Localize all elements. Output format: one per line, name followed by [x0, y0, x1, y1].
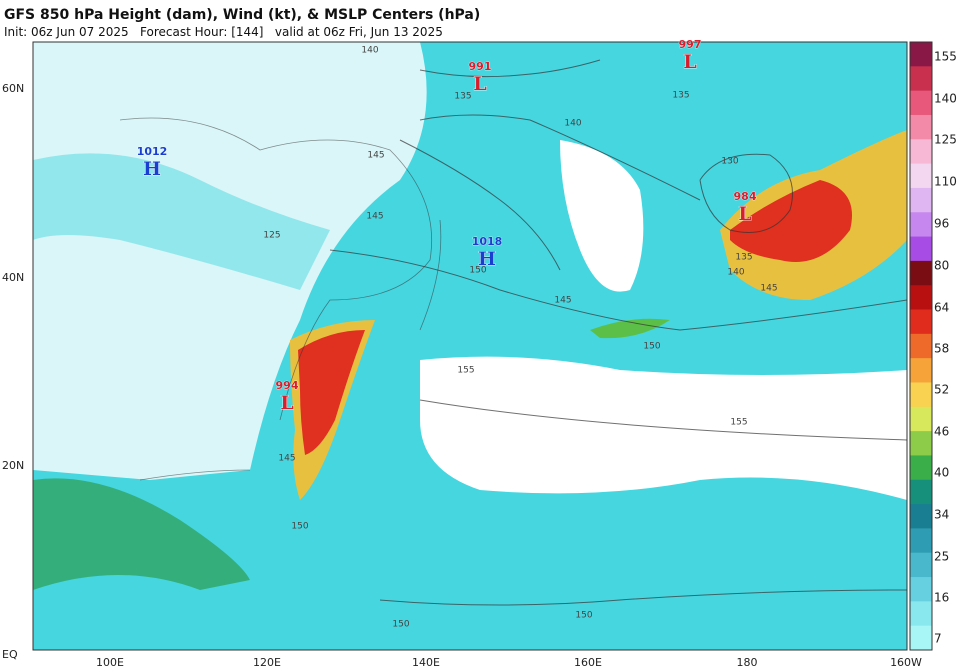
center-letter: L — [683, 51, 696, 73]
contour-label: 130 — [721, 157, 738, 167]
colorbar-segment — [910, 285, 932, 311]
center-value: 991 — [469, 60, 492, 73]
colorbar-label: 34 — [934, 508, 949, 522]
contour-label: 145 — [554, 296, 571, 306]
colorbar-label: 7 — [934, 632, 942, 646]
lon-label: 120E — [253, 656, 281, 669]
contour-label: 150 — [469, 266, 486, 276]
contour-label: 145 — [278, 454, 295, 464]
colorbar-label: 140 — [934, 92, 957, 106]
colorbar-label: 46 — [934, 425, 949, 439]
lon-label: 160E — [574, 656, 602, 669]
contour-label: 140 — [727, 268, 744, 278]
lat-label: EQ — [2, 648, 18, 661]
center-value: 1018 — [472, 235, 503, 248]
contour-label: 150 — [643, 342, 660, 352]
calm-area — [420, 356, 907, 500]
calm-area — [560, 140, 644, 292]
center-letter: H — [143, 158, 161, 180]
colorbar-segment — [910, 212, 932, 238]
contour-label: 155 — [730, 418, 747, 428]
colorbar-label: 40 — [934, 466, 949, 480]
contour-label: 150 — [575, 611, 592, 621]
colorbar-label: 110 — [934, 175, 957, 189]
colorbar-segment — [910, 431, 932, 456]
contour-label: 135 — [454, 92, 471, 102]
center-letter: L — [473, 73, 486, 95]
center-letter: H — [478, 248, 496, 270]
colorbar-segment — [910, 42, 932, 67]
contour-label: 135 — [735, 253, 752, 263]
contour-label: 140 — [564, 119, 581, 129]
contour-label: 145 — [366, 212, 383, 222]
colorbar-segment — [910, 333, 932, 359]
contour-label: 135 — [672, 91, 689, 101]
colorbar-segment — [910, 479, 932, 505]
colorbar-segment — [910, 139, 932, 165]
colorbar-segment — [910, 455, 932, 481]
wind-field — [298, 330, 365, 455]
contour-label: 145 — [367, 151, 384, 161]
center-value: 997 — [679, 38, 702, 51]
map — [32, 41, 908, 651]
center-letter: L — [280, 392, 293, 414]
wind-field — [730, 180, 852, 262]
colorbar-segment — [910, 552, 932, 578]
colorbar-segment — [910, 625, 932, 651]
wind-field — [33, 478, 250, 590]
contour-label: 150 — [392, 620, 409, 630]
colorbar-segment — [910, 66, 932, 92]
colorbar-segment — [910, 528, 932, 554]
height-contour — [329, 59, 907, 606]
subtitle: Init: 06z Jun 07 2025 Forecast Hour: [14… — [4, 25, 443, 39]
coastline — [119, 117, 442, 481]
colorbar-segment — [910, 358, 932, 383]
colorbar-label: 125 — [934, 133, 957, 147]
contour-label: 140 — [361, 46, 378, 56]
colorbar: 155 140 125 110 96 80 64 58 52 46 40 34 25 16 7 — [909, 41, 957, 651]
map-frame — [32, 41, 908, 651]
colorbar-segment — [910, 114, 932, 140]
colorbar-segment — [910, 90, 932, 116]
center-value: 994 — [276, 379, 299, 392]
center-letter: L — [738, 203, 751, 225]
colorbar-segment — [910, 260, 932, 286]
contour-label: 125 — [263, 231, 280, 241]
wind-field — [590, 318, 670, 339]
lon-label: 140E — [412, 656, 440, 669]
colorbar-segment — [910, 382, 932, 408]
colorbar-segment — [910, 187, 932, 213]
colorbar-segment — [910, 601, 932, 627]
colorbar-label: 25 — [934, 550, 949, 564]
contour-label: 150 — [291, 522, 308, 532]
colorbar-label: 155 — [934, 50, 957, 64]
colorbar-segment — [910, 577, 932, 602]
lon-label: 160W — [890, 656, 922, 669]
center-value: 1012 — [137, 145, 168, 158]
title: GFS 850 hPa Height (dam), Wind (kt), & M… — [4, 7, 480, 23]
lon-label: 180 — [737, 656, 758, 669]
colorbar-label: 96 — [934, 217, 949, 231]
colorbar-segment — [910, 309, 932, 335]
colorbar-label: 64 — [934, 301, 949, 315]
contour-label: 155 — [457, 366, 474, 376]
colorbar-segment — [910, 504, 932, 529]
wind-field — [33, 153, 330, 290]
colorbar-segment — [910, 236, 932, 262]
colorbar-label: 58 — [934, 342, 949, 356]
lat-label: 40N — [2, 271, 24, 284]
lon-label: 100E — [96, 656, 124, 669]
colorbar-label: 16 — [934, 591, 949, 605]
colorbar-label: 52 — [934, 383, 949, 397]
colorbar-segment — [910, 163, 932, 189]
lat-label: 20N — [2, 459, 24, 472]
colorbar-segment — [910, 406, 932, 432]
colorbar-frame — [909, 41, 933, 651]
colorbar-label: 80 — [934, 259, 949, 273]
center-value: 984 — [734, 190, 757, 203]
lat-label: 60N — [2, 82, 24, 95]
contour-label: 145 — [760, 284, 777, 294]
